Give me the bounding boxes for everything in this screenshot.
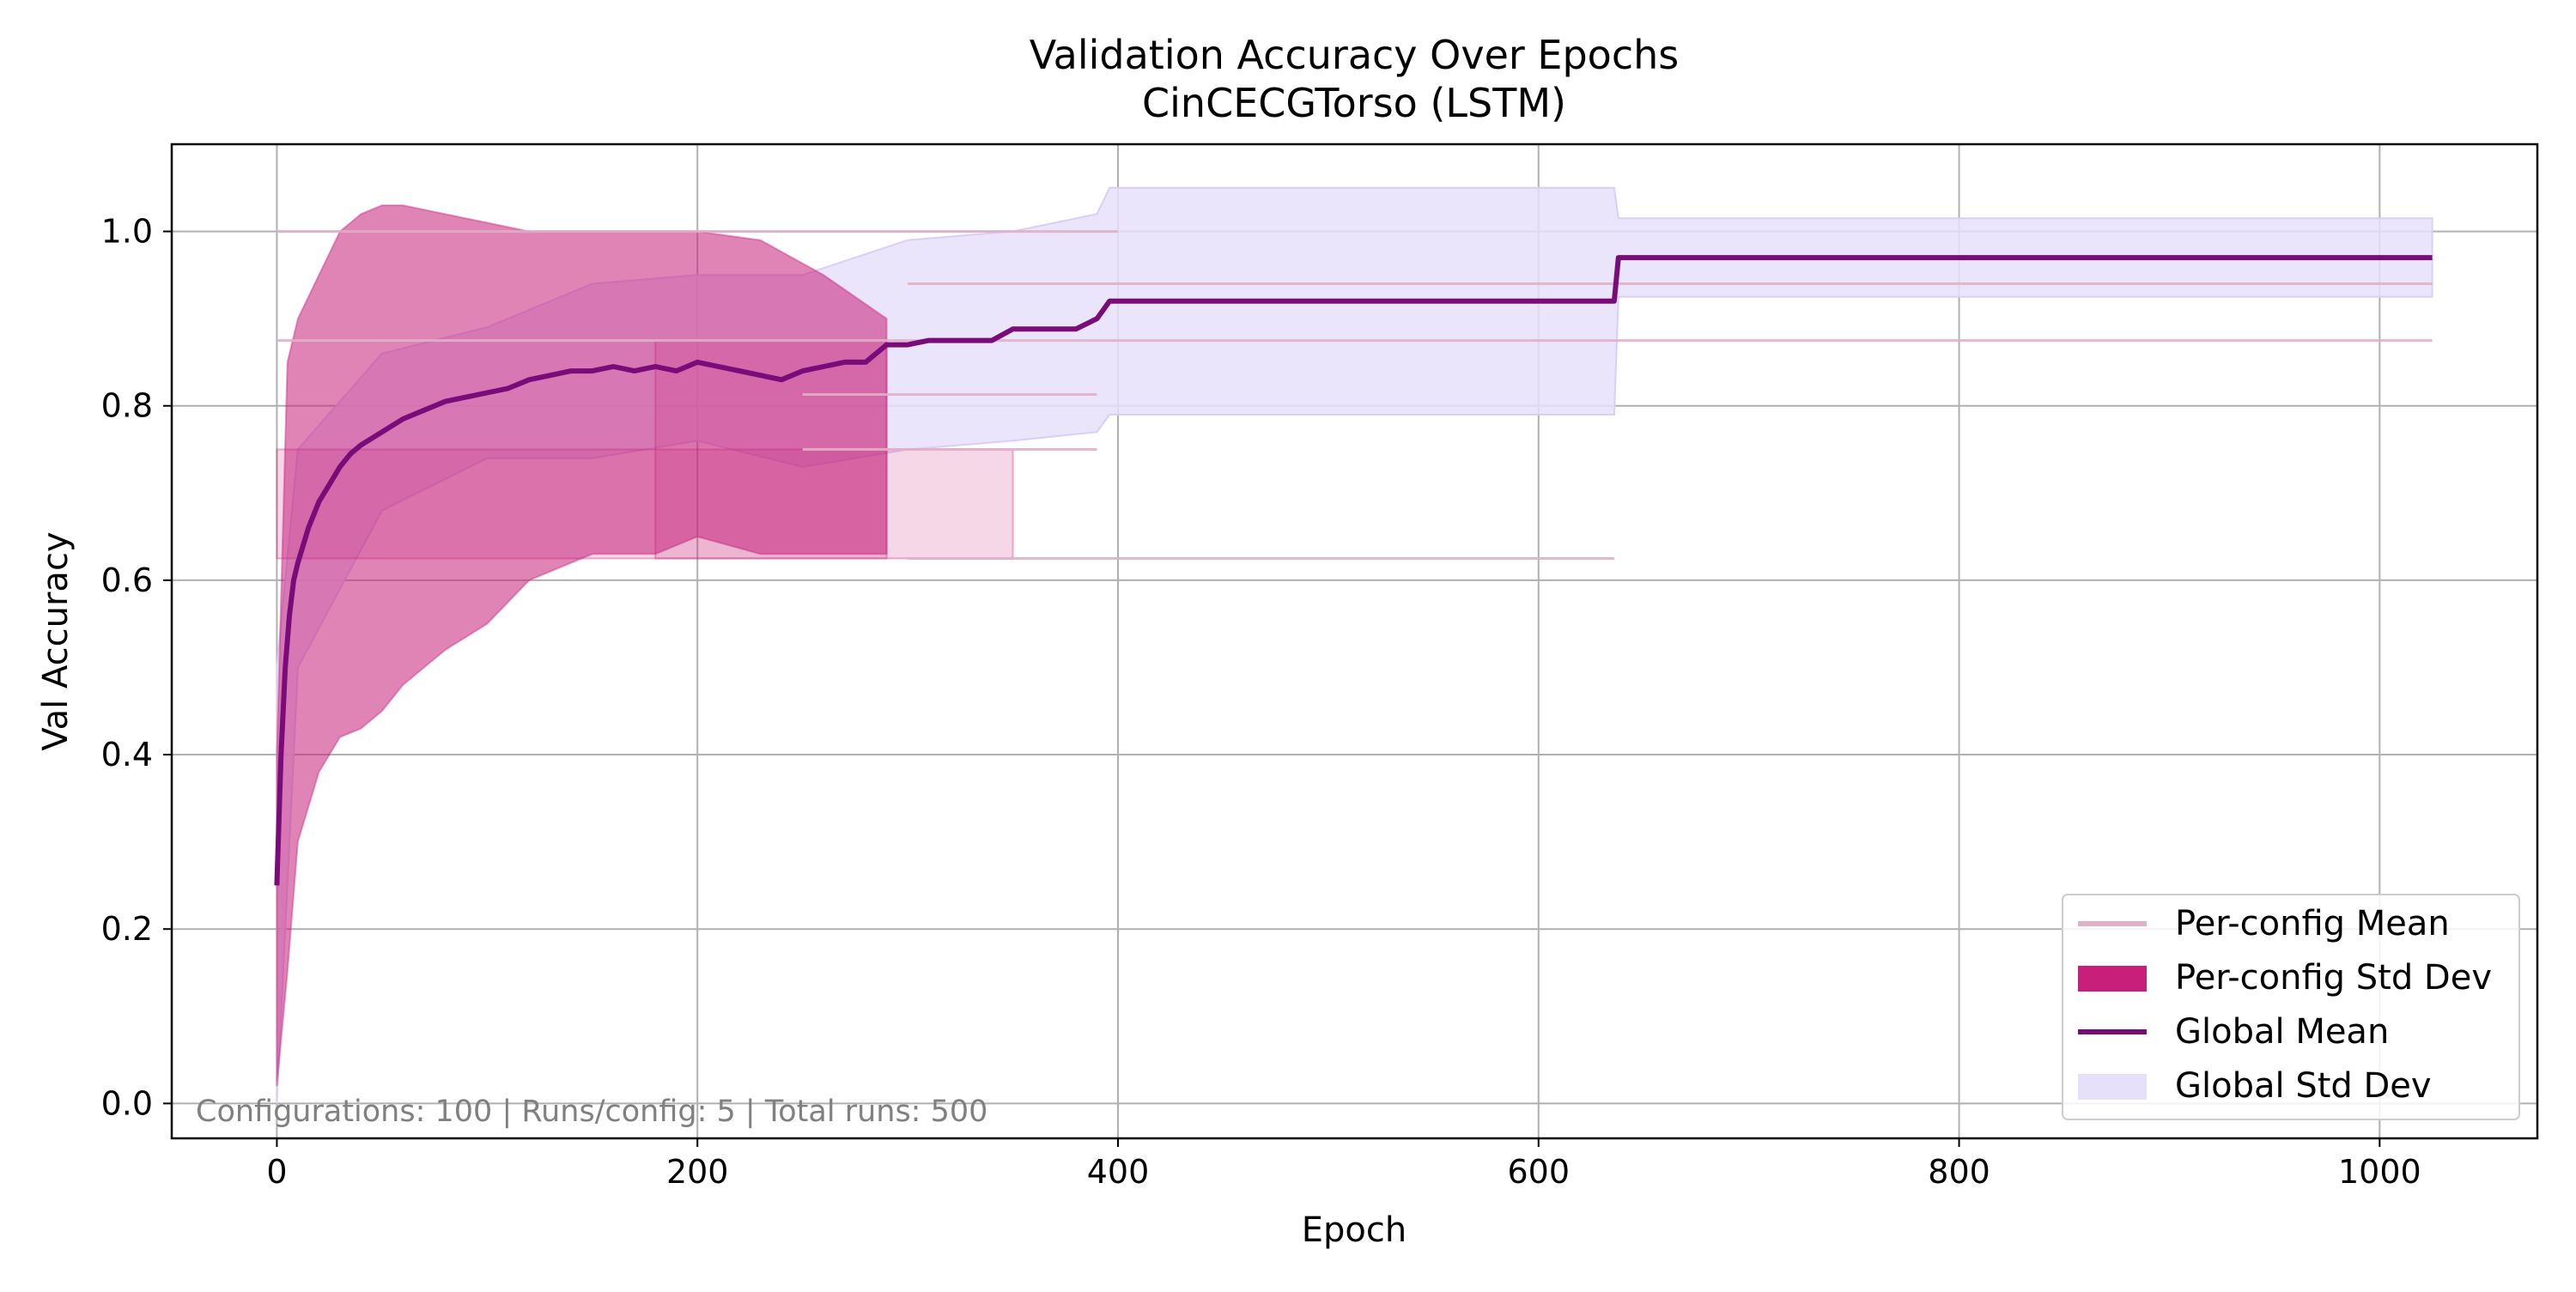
chart-subtitle: CinCECGTorso (LSTM): [1142, 80, 1566, 126]
y-tick-label: 0.6: [101, 561, 153, 599]
y-tick-label: 0.4: [101, 736, 153, 773]
per-config-std-band: [276, 204, 888, 1087]
x-tick-label: 400: [1087, 1153, 1150, 1191]
x-tick-label: 800: [1928, 1153, 1990, 1191]
y-tick-label: 0.2: [101, 910, 153, 948]
global-mean-layer: [274, 255, 2433, 886]
x-tick-label: 1000: [2338, 1153, 2421, 1191]
per-config-std-block: [276, 448, 1014, 560]
x-axis-ticks: 0 200 400 600 800 1000: [266, 1138, 2421, 1191]
per-config-layer: [276, 204, 2433, 1087]
x-tick-label: 600: [1508, 1153, 1571, 1191]
y-axis-ticks: 0.0 0.2 0.4 0.6 0.8 1.0: [101, 213, 172, 1122]
legend-label-per-config-std: Per-config Std Dev: [2175, 958, 2492, 998]
plot-frame: [170, 143, 2539, 1140]
legend-swatch-global-std: [2078, 1074, 2147, 1100]
legend-box: [2062, 894, 2520, 1120]
y-axis-label: Val Accuracy: [36, 531, 76, 750]
legend-swatch-per-config-std: [2078, 966, 2147, 992]
run-summary-annotation: Configurations: 100 | Runs/config: 5 | T…: [196, 1095, 987, 1129]
legend-label-per-config-mean: Per-config Mean: [2175, 904, 2450, 943]
chart-title: Validation Accuracy Over Epochs: [1030, 32, 1679, 78]
x-tick-label: 0: [266, 1153, 287, 1191]
global-mean-line: [274, 255, 2433, 886]
y-tick-label: 1.0: [101, 213, 153, 251]
x-axis-label: Epoch: [1302, 1210, 1406, 1250]
x-tick-label: 200: [666, 1153, 729, 1191]
legend-label-global-std: Global Std Dev: [2175, 1066, 2432, 1106]
legend: Per-config Mean Per-config Std Dev Globa…: [2062, 894, 2520, 1120]
y-tick-label: 0.8: [101, 387, 153, 425]
y-tick-label: 0.0: [101, 1084, 153, 1122]
legend-label-global-mean: Global Mean: [2175, 1012, 2389, 1052]
